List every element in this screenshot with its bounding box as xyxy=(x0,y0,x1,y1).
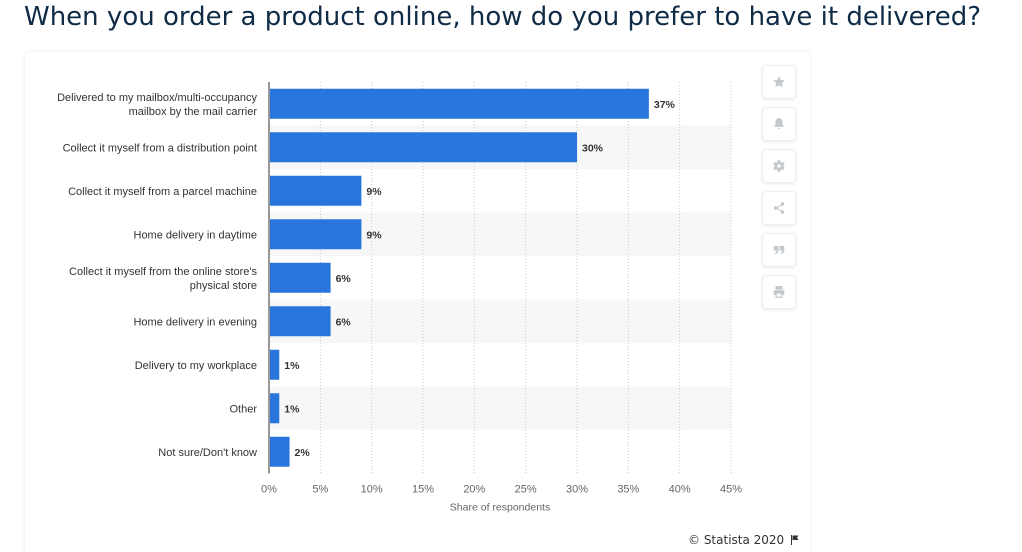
gear-icon xyxy=(773,160,785,172)
category-label: Delivered to my mailbox/multi-occupancy m… xyxy=(57,92,257,118)
bar xyxy=(270,393,280,424)
data-label: 9% xyxy=(366,186,382,198)
tick-label: 25% xyxy=(515,484,537,496)
settings-button[interactable] xyxy=(762,149,796,183)
category-label: Delivery to my workplace xyxy=(135,360,257,372)
tick-label: 10% xyxy=(361,484,383,496)
data-label: 9% xyxy=(366,229,382,241)
print-button[interactable] xyxy=(762,275,796,309)
category-label: Home delivery in evening xyxy=(133,316,257,328)
bar xyxy=(270,306,331,337)
bell-icon xyxy=(774,118,784,130)
bar xyxy=(270,436,290,467)
quote-icon xyxy=(773,245,785,255)
bar xyxy=(270,262,331,293)
row-band xyxy=(269,386,731,430)
source-credit[interactable]: © Statista 2020 xyxy=(688,533,801,547)
tick-label: 40% xyxy=(669,484,691,496)
tick-label: 35% xyxy=(617,484,639,496)
print-icon xyxy=(773,286,785,298)
tick-label: 0% xyxy=(261,484,277,496)
share-icon xyxy=(773,202,785,214)
data-label: 37% xyxy=(654,99,676,111)
tick-label: 5% xyxy=(312,484,328,496)
category-label: Other xyxy=(229,403,257,415)
row-band xyxy=(269,299,731,343)
chart-toolbar xyxy=(762,65,798,317)
category-label: Collect it myself from the online store'… xyxy=(69,266,257,292)
favorite-button[interactable] xyxy=(762,65,796,99)
flag-icon xyxy=(791,535,799,545)
star-icon xyxy=(773,76,785,88)
bar xyxy=(270,88,649,119)
credit-text: © Statista 2020 xyxy=(688,533,785,547)
data-label: 6% xyxy=(336,316,352,328)
bar xyxy=(270,175,362,206)
page-title: When you order a product online, how do … xyxy=(24,2,982,32)
data-label: 1% xyxy=(284,360,300,372)
category-label: Home delivery in daytime xyxy=(134,229,258,241)
category-label: Collect it myself from a distribution po… xyxy=(63,142,257,154)
notification-button[interactable] xyxy=(762,107,796,141)
data-label: 30% xyxy=(582,142,604,154)
bar xyxy=(270,132,577,163)
data-label: 2% xyxy=(295,447,311,459)
data-label: 6% xyxy=(336,273,352,285)
tick-label: 45% xyxy=(720,484,742,496)
x-axis-title: Share of respondents xyxy=(450,502,550,514)
category-label: Not sure/Don't know xyxy=(158,447,257,459)
tick-label: 15% xyxy=(412,484,434,496)
data-label: 1% xyxy=(284,403,300,415)
tick-label: 30% xyxy=(566,484,588,496)
bar xyxy=(270,219,362,250)
tick-label: 20% xyxy=(463,484,485,496)
share-button[interactable] xyxy=(762,191,796,225)
category-label: Collect it myself from a parcel machine xyxy=(68,186,257,198)
cite-button[interactable] xyxy=(762,233,796,267)
bar xyxy=(270,349,280,380)
